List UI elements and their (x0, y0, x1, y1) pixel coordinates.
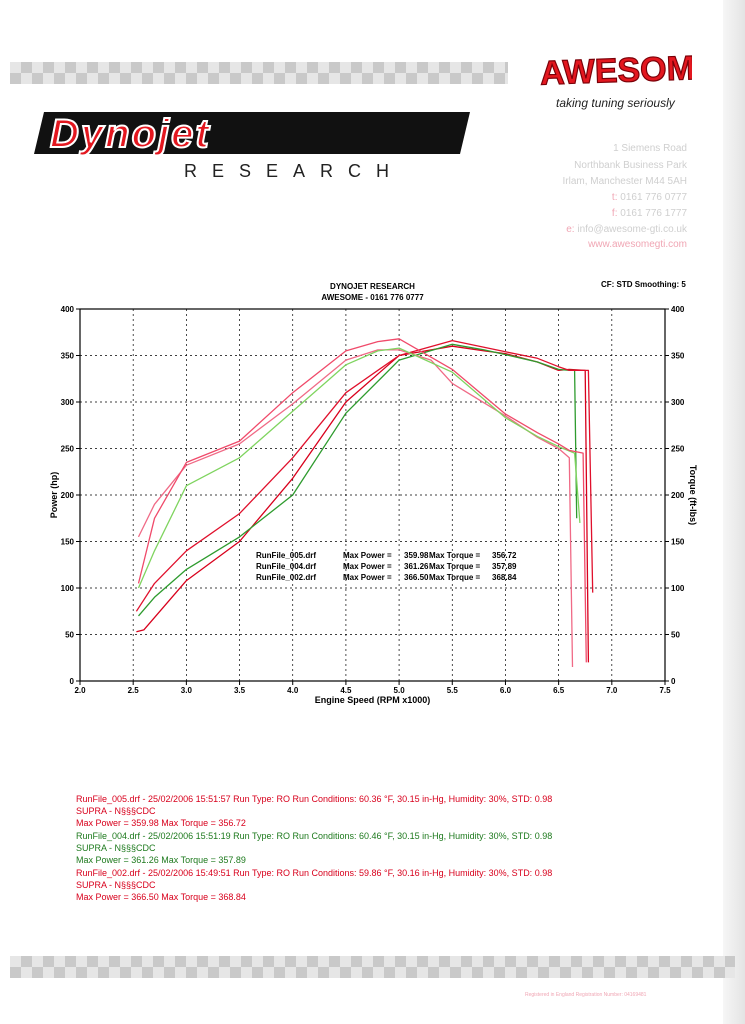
y-tick-label-right: 350 (671, 352, 685, 361)
x-axis-label: Engine Speed (RPM x1000) (315, 695, 431, 705)
annotation-torque: 356.72 (492, 551, 517, 560)
run-detail-line: RunFile_004.drf - 25/02/2006 15:51:19 Ru… (76, 831, 553, 841)
y-tick-label-left: 300 (61, 398, 75, 407)
series-line-torque-runfile-002-drf (137, 338, 587, 663)
checker-band-bottom (10, 956, 735, 978)
address-line-1: 1 Siemens Road (613, 143, 687, 154)
fax-label: f: (611, 208, 618, 219)
chart-subtitle: AWESOME - 0161 776 0777 (321, 293, 424, 302)
y-tick-label-right: 250 (671, 445, 685, 454)
annotation-torque-label: Max Torque = (429, 551, 481, 560)
annotation-power: 361.26 (404, 562, 429, 571)
website-line: www.awesomegti.com (588, 239, 687, 250)
research-wordmark: RESEARCH (184, 161, 405, 181)
annotation-run: RunFile_004.drf (256, 562, 316, 571)
annotation-torque-label: Max Torque = (429, 562, 481, 571)
fax-number: 0161 776 1777 (620, 208, 687, 219)
address-line-3: Irlam, Manchester M44 5AH (562, 176, 688, 187)
x-tick-label: 5.5 (447, 686, 459, 695)
annotation-power-label: Max Power = (343, 551, 392, 560)
phone-number: 0161 776 0777 (620, 192, 687, 203)
annotation-power-label: Max Power = (343, 573, 392, 582)
awesome-logo: AWESOME (539, 48, 692, 92)
annotation-run: RunFile_002.drf (256, 573, 316, 582)
y-tick-label-right: 200 (671, 491, 685, 500)
run-detail-line: Max Power = 361.26 Max Torque = 357.89 (76, 855, 246, 865)
x-tick-label: 4.0 (287, 686, 299, 695)
run-block: RunFile_002.drf - 25/02/2006 15:49:51 Ru… (76, 867, 552, 903)
run-detail-line: RunFile_002.drf - 25/02/2006 15:49:51 Ru… (76, 868, 553, 878)
website-link[interactable]: www.awesomegti.com (588, 239, 687, 250)
x-tick-label: 5.0 (394, 686, 406, 695)
annotation-layer: RunFile_005.drf Max Power = 359.98 Max Torq… (256, 551, 517, 582)
email-line: e: info@awesome-gti.co.uk (566, 224, 687, 235)
y-tick-label-right: 150 (671, 538, 685, 547)
run-detail-line: SUPRA - N§§§CDC (76, 806, 156, 816)
fax-line: f: 0161 776 1777 (612, 208, 687, 219)
run-detail-line: SUPRA - N§§§CDC (76, 843, 156, 853)
email-label: e: (566, 224, 575, 235)
run-detail-line: Max Power = 359.98 Max Torque = 356.72 (76, 818, 246, 828)
checker-band-top (10, 62, 508, 84)
y-tick-label-left: 400 (61, 305, 75, 314)
annotation-torque: 357.89 (492, 562, 517, 571)
dyno-chart: 2.0 2.5 3.0 3.5 4.0 4.5 5.0 5.5 6.0 6.5 7.0 7.50 050… (49, 305, 698, 705)
y-tick-label-left: 350 (61, 352, 75, 361)
y-tick-label-left: 50 (65, 631, 74, 640)
x-tick-label: 7.0 (606, 686, 618, 695)
series-layer (135, 338, 594, 668)
y-tick-label-right: 50 (671, 631, 680, 640)
x-tick-label: 2.5 (128, 686, 140, 695)
run-detail-line: RunFile_005.drf - 25/02/2006 15:51:57 Ru… (76, 794, 553, 804)
x-tick-label: 3.5 (234, 686, 246, 695)
email-address: info@awesome-gti.co.uk (577, 224, 687, 235)
x-tick-label: 2.0 (74, 686, 86, 695)
svg-text:Dynojet: Dynojet (50, 112, 211, 156)
x-tick-label: 6.5 (553, 686, 565, 695)
y-axis-label-left: Power (hp) (49, 472, 59, 519)
y-tick-label-left: 200 (61, 491, 75, 500)
chart-settings-label: CF: STD Smoothing: 5 (601, 280, 686, 289)
series-line-power-runfile-004-drf (138, 343, 578, 617)
dynojet-logo: Dynojet (34, 111, 470, 157)
y-tick-label-left: 100 (61, 584, 75, 593)
annotation-power: 359.98 (404, 551, 429, 560)
x-tick-label: 7.5 (659, 686, 671, 695)
x-tick-label: 4.5 (340, 686, 352, 695)
svg-text:AWESOME: AWESOME (539, 48, 692, 92)
run-detail-line: SUPRA - N§§§CDC (76, 880, 156, 890)
x-tick-label: 6.0 (500, 686, 512, 695)
x-tick-label: 3.0 (181, 686, 193, 695)
y-tick-label-right: 300 (671, 398, 685, 407)
plot-frame (79, 308, 666, 682)
annotation-power-label: Max Power = (343, 562, 392, 571)
grid-layer (80, 309, 665, 681)
run-block: RunFile_004.drf - 25/02/2006 15:51:19 Ru… (76, 830, 552, 866)
chart-title: DYNOJET RESEARCH (330, 282, 415, 291)
run-detail-line: Max Power = 366.50 Max Torque = 368.84 (76, 892, 246, 902)
y-tick-label-right: 100 (671, 584, 685, 593)
phone-line: t: 0161 776 0777 (612, 192, 687, 203)
annotation-run: RunFile_005.drf (256, 551, 316, 560)
series-line-power-runfile-002-drf (135, 339, 594, 612)
y-tick-label-left: 0 (70, 677, 75, 686)
axis-layer: 2.0 2.5 3.0 3.5 4.0 4.5 5.0 5.5 6.0 6.5 7.0 7.50 050… (49, 305, 698, 705)
address-line-2: Northbank Business Park (574, 160, 687, 171)
plot-area (80, 309, 665, 681)
series-line-torque-runfile-005-drf (137, 349, 574, 668)
registration-note: Registered in England Registration Numbe… (525, 992, 647, 998)
y-tick-label-left: 150 (61, 538, 75, 547)
run-block: RunFile_005.drf - 25/02/2006 15:51:57 Ru… (76, 793, 552, 829)
y-tick-label-left: 250 (61, 445, 75, 454)
y-axis-label-right: Torque (ft-lbs) (688, 465, 698, 525)
page-edge (723, 0, 745, 1024)
annotation-torque-label: Max Torque = (429, 573, 481, 582)
tagline: taking tuning seriously (556, 96, 675, 110)
y-tick-label-right: 0 (671, 677, 676, 686)
annotation-power: 366.50 (404, 573, 429, 582)
y-tick-label-right: 400 (671, 305, 685, 314)
phone-label: t: (611, 192, 618, 203)
annotation-torque: 368.84 (492, 573, 517, 582)
series-line-torque-runfile-004-drf (137, 347, 581, 589)
